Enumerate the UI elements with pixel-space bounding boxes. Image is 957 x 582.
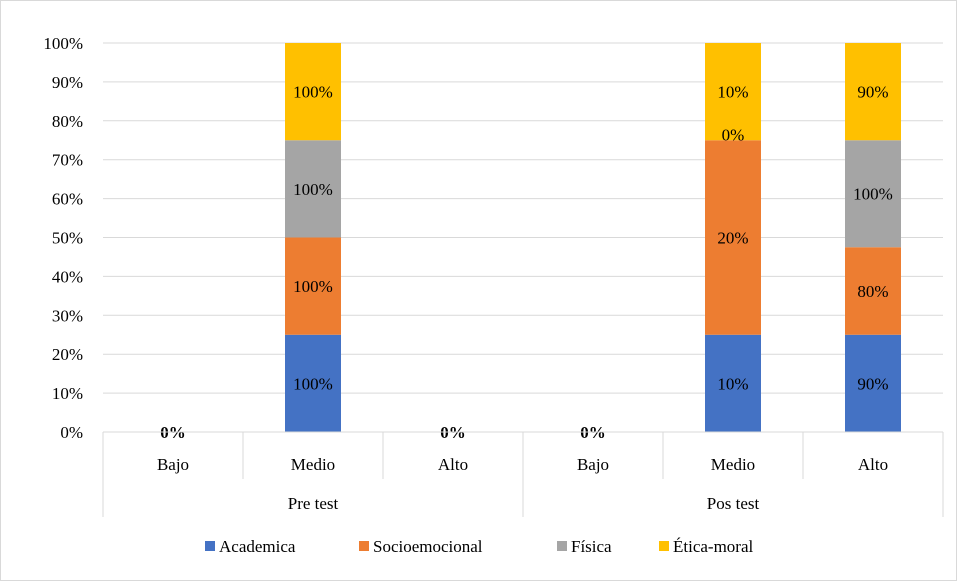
legend-swatch bbox=[659, 541, 669, 551]
data-label: 100% bbox=[293, 83, 333, 102]
x-category-label: Medio bbox=[711, 455, 755, 474]
y-tick-label: 0% bbox=[60, 423, 83, 442]
y-tick-label: 90% bbox=[52, 73, 83, 92]
y-tick-label: 10% bbox=[52, 384, 83, 403]
legend-swatch bbox=[205, 541, 215, 551]
data-label: 10% bbox=[717, 83, 748, 102]
y-tick-label: 40% bbox=[52, 267, 83, 286]
legend-swatch bbox=[359, 541, 369, 551]
y-tick-label: 50% bbox=[52, 229, 83, 248]
y-tick-label: 30% bbox=[52, 306, 83, 325]
data-label: 100% bbox=[293, 374, 333, 393]
legend-swatch bbox=[557, 541, 567, 551]
bar-segment bbox=[285, 237, 341, 335]
x-category-label: Alto bbox=[438, 455, 468, 474]
y-tick-label: 100% bbox=[43, 34, 83, 53]
data-label: 10% bbox=[717, 374, 748, 393]
data-label: 80% bbox=[857, 282, 888, 301]
bars bbox=[285, 43, 901, 432]
data-label: 90% bbox=[857, 83, 888, 102]
data-labels: 0%100%100%100%100%0% 0%10%20%0%10%90%80%1… bbox=[160, 83, 893, 442]
data-label: 20% bbox=[717, 229, 748, 248]
bar-segment bbox=[845, 43, 901, 141]
data-label: 100% bbox=[293, 277, 333, 296]
bar-segment bbox=[285, 140, 341, 238]
y-axis: 0% 10% 20% 30% 40% 50% 60% 70% 80% 90% 100% bbox=[43, 34, 83, 442]
data-label: 90% bbox=[857, 374, 888, 393]
bar-segment bbox=[285, 43, 341, 141]
x-group-label: Pos test bbox=[707, 494, 760, 513]
legend-label: Socioemocional bbox=[373, 537, 483, 556]
legend-label: Academica bbox=[219, 537, 296, 556]
data-label: 100% bbox=[293, 180, 333, 199]
x-category-label: Medio bbox=[291, 455, 335, 474]
x-category-label: Alto bbox=[858, 455, 888, 474]
x-category-label: Bajo bbox=[157, 455, 189, 474]
x-axis: Bajo Medio Alto Pre test Bajo Medio Alto Pos te… bbox=[102, 431, 944, 517]
gridlines bbox=[103, 42, 943, 433]
legend: Academica Socioemocional Física Ética-moral bbox=[205, 537, 754, 556]
bar-segment bbox=[845, 334, 901, 432]
data-label: 0% bbox=[722, 125, 745, 144]
y-tick-label: 70% bbox=[52, 151, 83, 170]
data-label: 100% bbox=[853, 185, 893, 204]
y-tick-label: 80% bbox=[52, 112, 83, 131]
x-group-label: Pre test bbox=[288, 494, 339, 513]
bar-segment bbox=[705, 43, 761, 141]
bar-segment bbox=[285, 334, 341, 432]
legend-label: Ética-moral bbox=[673, 537, 754, 556]
y-tick-label: 60% bbox=[52, 190, 83, 209]
y-tick-label: 20% bbox=[52, 345, 83, 364]
x-category-label: Bajo bbox=[577, 455, 609, 474]
bar-segment bbox=[845, 140, 901, 248]
bar-segment bbox=[845, 247, 901, 335]
bar-segment bbox=[705, 334, 761, 432]
bar-segment bbox=[705, 140, 761, 335]
legend-label: Física bbox=[571, 537, 612, 556]
